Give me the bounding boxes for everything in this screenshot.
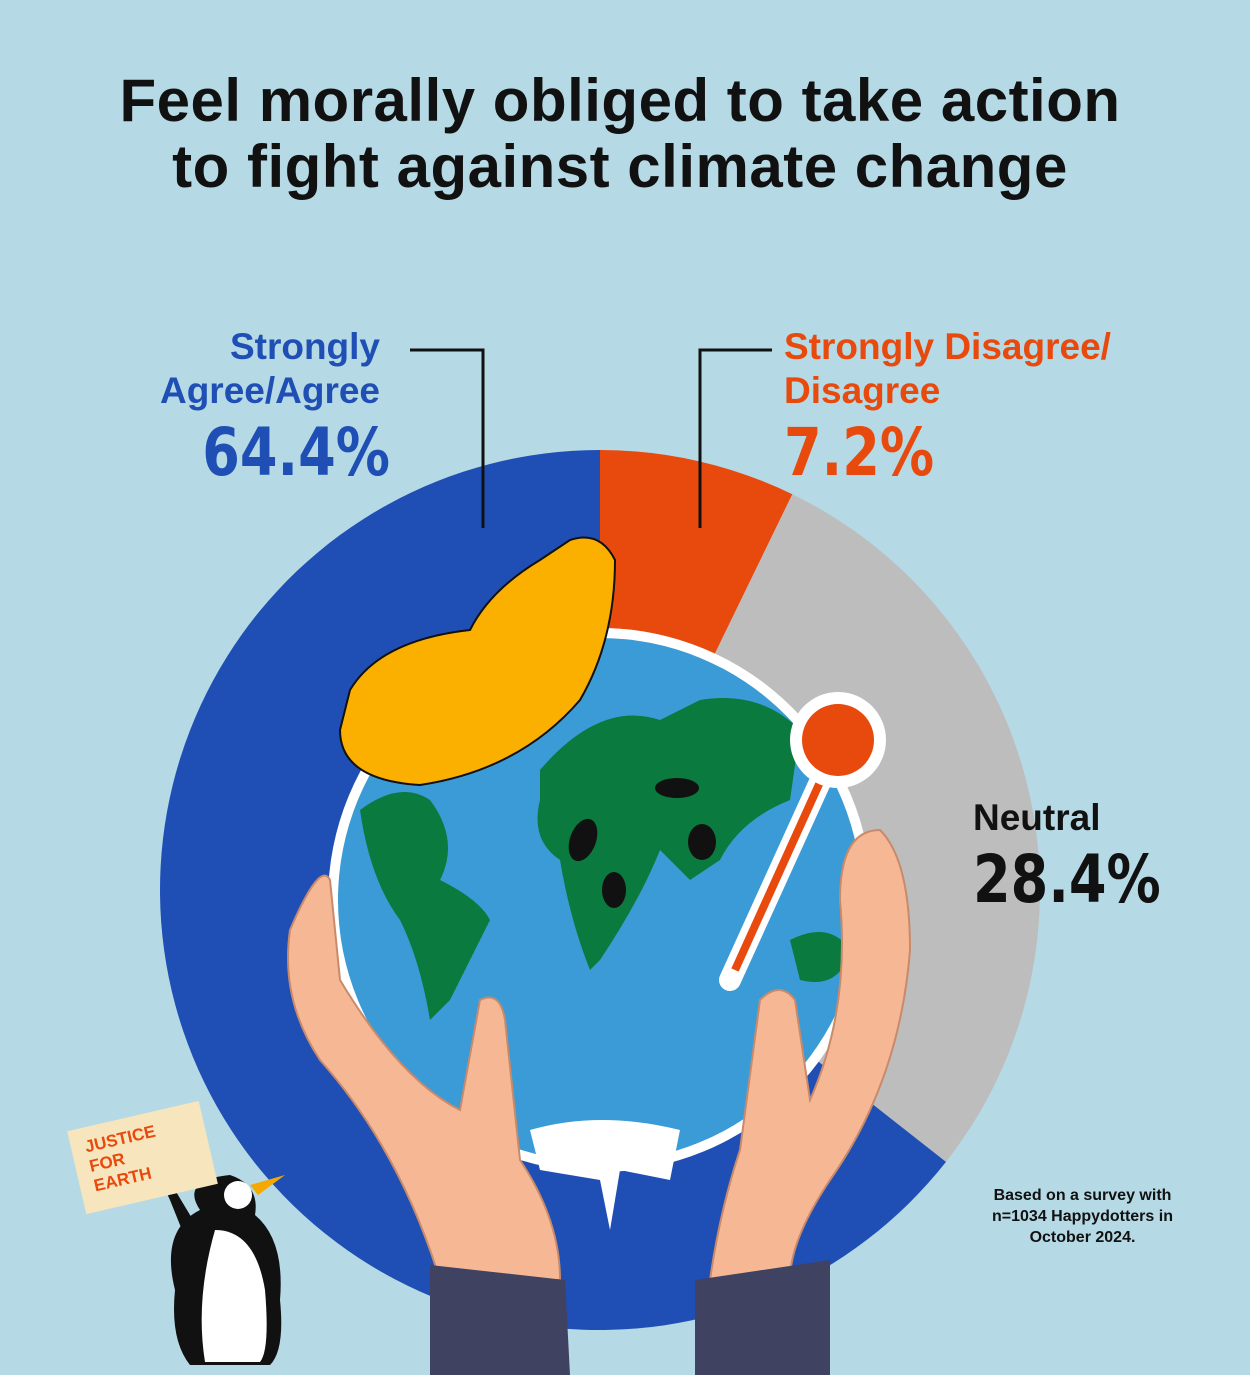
donut-slice-neutral xyxy=(714,494,1040,1162)
disagree-value: 7.2% xyxy=(784,414,935,491)
neutral-label: Neutral xyxy=(973,797,1101,838)
agree-label: Strongly Agree/Agree xyxy=(160,325,380,413)
chart-title: Feel morally obliged to take action to f… xyxy=(119,67,1121,200)
hot-water-bottle-icon xyxy=(338,536,617,787)
donut-slice-strongly-disagree-disagree xyxy=(600,450,793,655)
penguin-illustration xyxy=(166,1175,285,1365)
neutral-value: 28.4% xyxy=(973,841,1161,918)
disagree-label-line1: Strongly Disagree/ xyxy=(784,326,1111,367)
disagree-label-line2: Disagree xyxy=(784,370,941,411)
survey-note: Based on a survey with n=1034 Happydotte… xyxy=(992,1187,1173,1246)
disagree-label: Strongly Disagree/ Disagree xyxy=(784,325,1111,413)
leader-lines xyxy=(410,348,772,528)
agree-label-line1: Strongly xyxy=(229,326,380,367)
thermometer-icon xyxy=(719,692,886,991)
agree-label-line2: Agree/Agree xyxy=(159,370,380,411)
agree-value: 64.4% xyxy=(202,414,390,491)
hands-illustration xyxy=(287,828,912,1375)
